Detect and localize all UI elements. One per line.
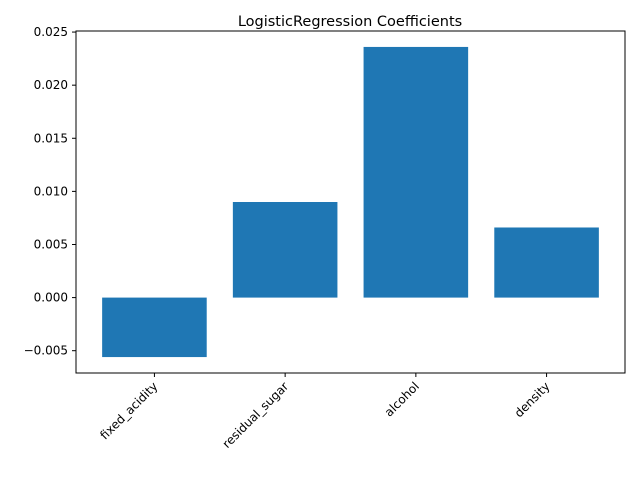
y-tick-label: 0.020 (34, 78, 68, 92)
x-tick-label-alcohol: alcohol (382, 379, 422, 419)
bar-fixed-acidity (102, 297, 207, 358)
y-tick-label: 0.015 (34, 131, 68, 145)
x-tick-label-density: density (512, 379, 553, 420)
bar-residual-sugar (232, 202, 338, 298)
bars-layer (102, 46, 599, 358)
bar-density (494, 227, 599, 298)
y-tick-label: 0.000 (34, 291, 68, 305)
chart-title: LogisticRegression Coefficients (238, 14, 462, 30)
bar-alcohol (363, 46, 469, 298)
plot-frame (75, 30, 626, 374)
x-tick-label-residual-sugar: residual_sugar (220, 379, 292, 451)
y-axis: −0.005 0.000 0.005 0.010 0.015 0.020 0.025 (24, 25, 76, 358)
x-axis: fixed_acidity residual_sugar alcohol densit… (97, 373, 553, 451)
y-tick-label: 0.005 (34, 237, 68, 251)
x-tick-label-fixed-acidity: fixed_acidity (97, 379, 160, 442)
y-tick-label: 0.025 (34, 25, 68, 39)
y-tick-label: 0.010 (34, 184, 68, 198)
y-tick-label: −0.005 (24, 344, 68, 358)
